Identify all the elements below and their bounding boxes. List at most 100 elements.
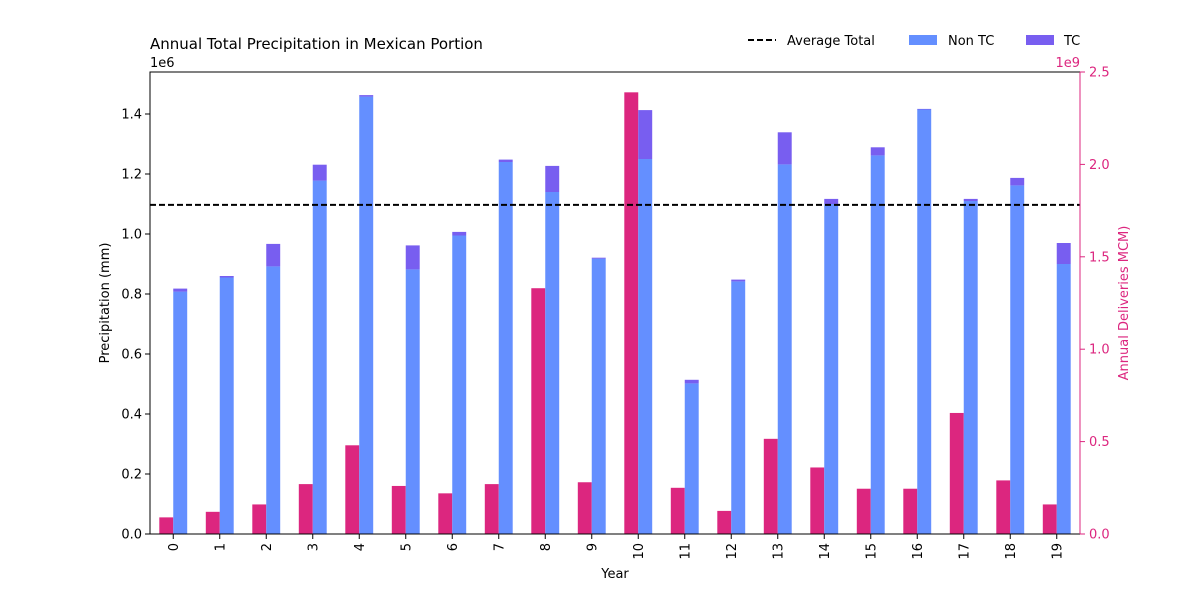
y-tick-label-7: 1.4 <box>121 108 142 123</box>
bar-deliveries-18 <box>996 480 1011 534</box>
bar-non-tc-5 <box>405 269 420 534</box>
y2-tick-label-3: 1.5 <box>1089 250 1110 265</box>
bar-tc-2 <box>266 243 281 267</box>
bar-non-tc-3 <box>312 180 327 534</box>
x-tick-label-7: 7 <box>492 543 507 551</box>
y-tick-label-1: 0.2 <box>121 468 142 483</box>
y-axis-label: Precipitation (mm) <box>98 243 113 364</box>
bar-deliveries-12 <box>717 510 732 534</box>
bar-non-tc-17 <box>963 201 978 534</box>
bar-tc-3 <box>312 164 327 181</box>
bar-tc-17 <box>963 198 978 201</box>
bar-tc-10 <box>638 110 653 159</box>
bar-non-tc-6 <box>452 235 467 534</box>
y2-tick-label-0: 0.0 <box>1089 528 1110 543</box>
bar-tc-19 <box>1056 243 1071 264</box>
bar-non-tc-9 <box>591 258 606 534</box>
x-tick-label-17: 17 <box>957 543 972 560</box>
bar-deliveries-5 <box>391 485 406 534</box>
y-tick-label-3: 0.6 <box>121 348 142 363</box>
bar-deliveries-10 <box>624 92 639 534</box>
x-tick-label-0: 0 <box>167 543 182 551</box>
bar-deliveries-14 <box>810 467 825 534</box>
x-tick-label-11: 11 <box>678 543 693 560</box>
legend-label-0: Average Total <box>787 34 875 49</box>
x-tick-label-18: 18 <box>1004 543 1019 560</box>
bar-tc-16 <box>917 108 932 110</box>
bar-non-tc-18 <box>1010 185 1025 534</box>
plot-frame <box>149 71 1081 535</box>
bar-non-tc-19 <box>1056 264 1071 534</box>
bar-tc-4 <box>359 95 374 97</box>
x-axis-label: Year <box>600 567 629 582</box>
bar-deliveries-8 <box>531 288 546 534</box>
bar-deliveries-19 <box>1042 504 1057 534</box>
y2-tick-label-2: 1.0 <box>1089 343 1110 358</box>
x-tick-label-12: 12 <box>725 543 740 560</box>
bar-non-tc-11 <box>684 383 699 534</box>
legend: Average Total Non TC TC <box>748 34 1080 49</box>
legend-label-2: TC <box>1063 34 1080 49</box>
bar-non-tc-10 <box>638 159 653 534</box>
bar-non-tc-16 <box>917 109 932 534</box>
bar-deliveries-3 <box>298 484 313 534</box>
x-tick-label-1: 1 <box>213 543 228 551</box>
x-tick-label-3: 3 <box>306 543 321 551</box>
y-tick-label-2: 0.4 <box>121 408 142 423</box>
x-tick-label-8: 8 <box>539 543 554 551</box>
x-tick-label-2: 2 <box>260 543 275 551</box>
legend-swatch-non-tc <box>909 35 937 45</box>
x-tick-label-16: 16 <box>911 543 926 560</box>
x-tick-label-14: 14 <box>818 543 833 560</box>
y2-tick-label-5: 2.5 <box>1089 66 1110 81</box>
bar-deliveries-2 <box>252 504 267 534</box>
bar-tc-14 <box>824 198 839 204</box>
x-axis: 0 1 2 3 4 5 6 7 8 9 10 11 12 13 14 15 16 17 18 19 <box>167 534 1065 560</box>
bar-deliveries-6 <box>438 493 453 534</box>
bar-tc-12 <box>731 279 746 282</box>
bar-deliveries-15 <box>856 488 871 534</box>
bar-deliveries-11 <box>670 487 685 534</box>
y-tick-label-5: 1.0 <box>121 228 142 243</box>
x-tick-label-5: 5 <box>399 543 414 551</box>
bar-non-tc-2 <box>266 266 281 534</box>
x-tick-label-13: 13 <box>771 543 786 560</box>
bar-non-tc-1 <box>219 277 234 534</box>
y2-axis-label: Annual Deliveries MCM) <box>1117 226 1132 381</box>
bars-layer <box>159 92 1071 534</box>
x-tick-label-10: 10 <box>632 543 647 560</box>
bar-non-tc-15 <box>870 155 885 534</box>
bar-deliveries-0 <box>159 517 174 534</box>
bar-non-tc-12 <box>731 281 746 534</box>
bar-tc-9 <box>591 257 606 259</box>
bar-deliveries-7 <box>484 484 499 534</box>
bar-tc-7 <box>498 159 513 162</box>
y2-tick-label-1: 0.5 <box>1089 435 1110 450</box>
x-tick-label-9: 9 <box>585 543 600 551</box>
x-tick-label-4: 4 <box>353 543 368 551</box>
bar-non-tc-8 <box>545 192 560 534</box>
bar-deliveries-16 <box>903 488 918 534</box>
bar-tc-13 <box>777 132 792 165</box>
bar-tc-8 <box>545 165 560 192</box>
legend-label-1: Non TC <box>948 34 994 49</box>
bar-non-tc-0 <box>173 291 188 534</box>
bar-tc-1 <box>219 276 234 278</box>
bar-deliveries-13 <box>763 438 778 534</box>
bar-non-tc-4 <box>359 96 374 534</box>
bar-non-tc-7 <box>498 162 513 534</box>
y2-axis: 0.0 0.5 1.0 1.5 2.0 2.5 <box>1079 66 1110 543</box>
chart-title: Annual Total Precipitation in Mexican Po… <box>150 35 483 53</box>
bar-tc-18 <box>1010 177 1025 186</box>
y-tick-label-0: 0.0 <box>121 528 142 543</box>
y2-axis-offset-label: 1e9 <box>1055 56 1080 71</box>
bar-deliveries-1 <box>205 511 220 534</box>
y-tick-label-6: 1.2 <box>121 168 142 183</box>
x-tick-label-15: 15 <box>864 543 879 560</box>
y-tick-label-4: 0.8 <box>121 288 142 303</box>
x-tick-label-19: 19 <box>1050 543 1065 560</box>
bar-tc-11 <box>684 379 699 384</box>
x-tick-label-6: 6 <box>446 543 461 551</box>
bar-non-tc-13 <box>777 164 792 534</box>
